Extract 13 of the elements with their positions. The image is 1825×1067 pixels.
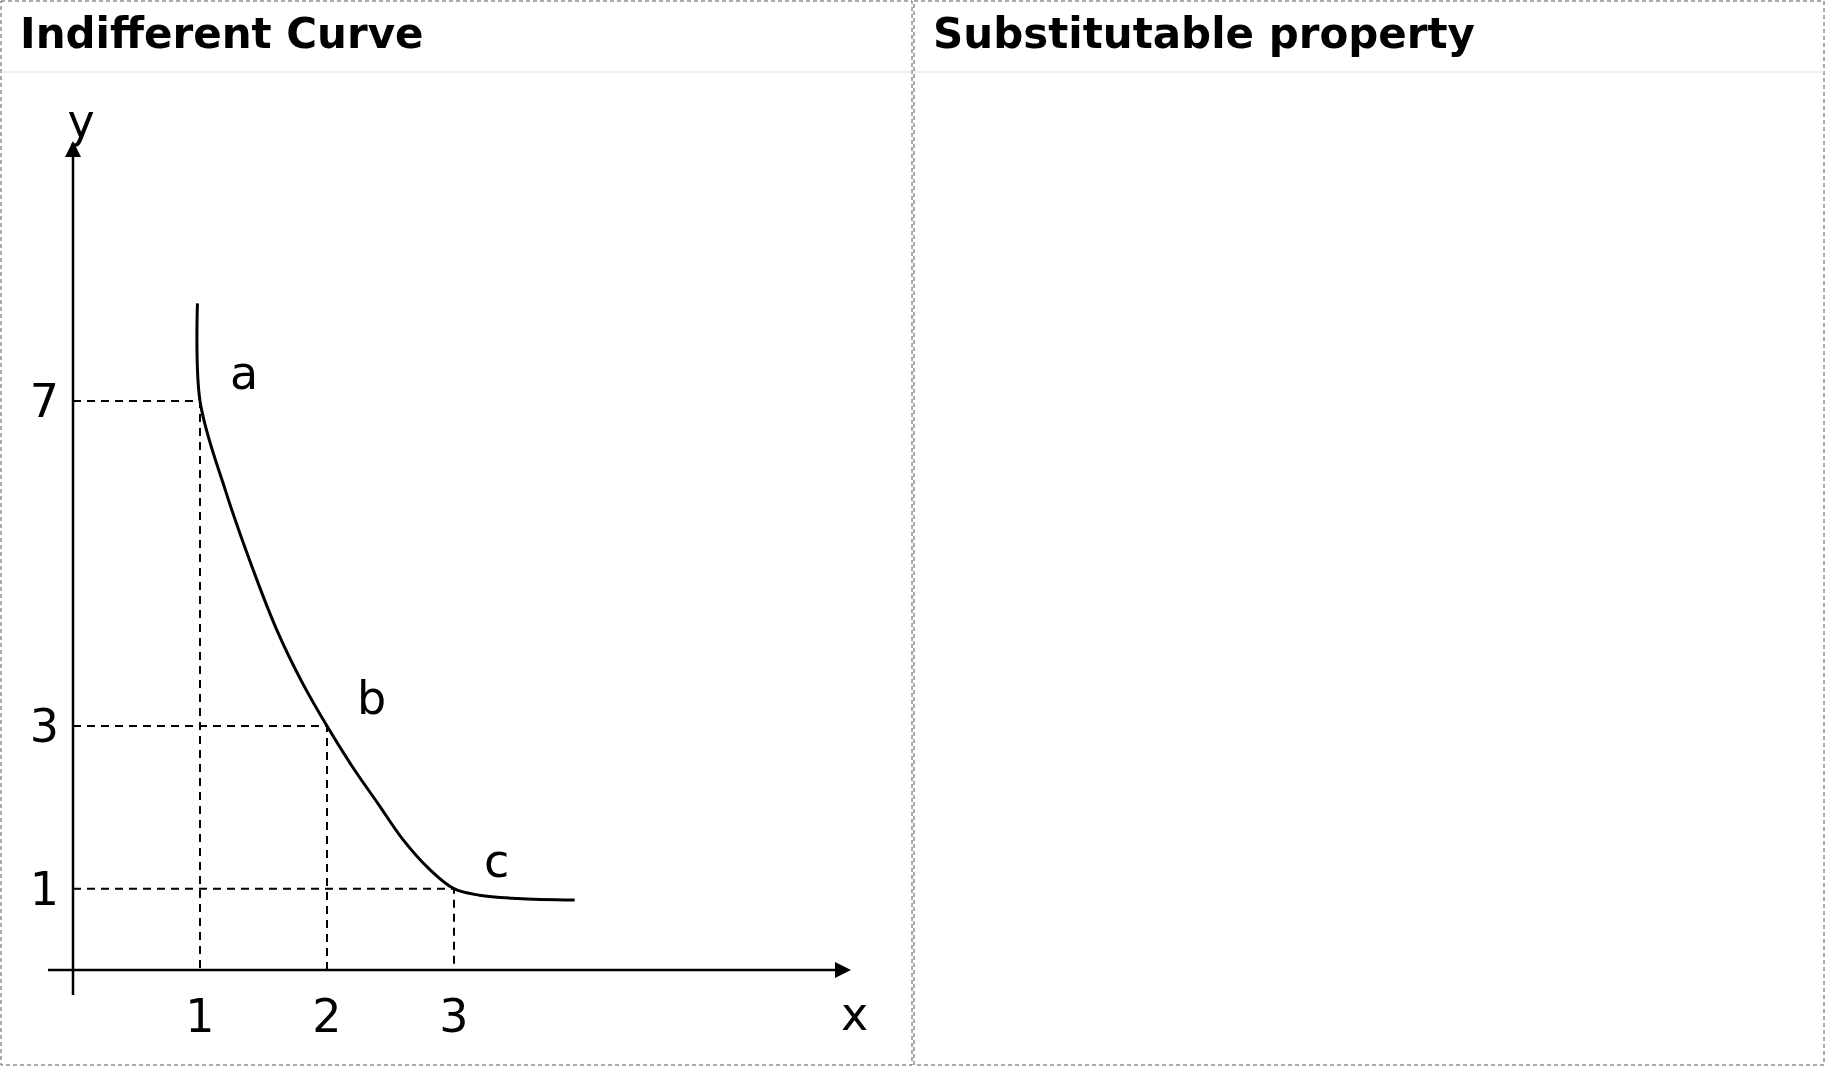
x-tick-label: 1 bbox=[185, 989, 215, 1043]
x-tick-label: 3 bbox=[439, 989, 469, 1043]
text: Substitutable property bbox=[933, 9, 1476, 58]
x-axis-title: x bbox=[841, 987, 869, 1041]
y-axis-title: y bbox=[67, 94, 95, 148]
y-tick-label: 3 bbox=[29, 699, 59, 754]
chart-title: Indifferent Curve bbox=[20, 9, 424, 58]
x-tick-label: 2 bbox=[312, 989, 342, 1043]
annotation: a bbox=[230, 345, 259, 400]
y-tick-label: 1 bbox=[29, 861, 59, 916]
y-tick-label: 7 bbox=[29, 374, 59, 428]
annotation: c bbox=[484, 833, 510, 888]
annotation: b bbox=[357, 671, 387, 726]
